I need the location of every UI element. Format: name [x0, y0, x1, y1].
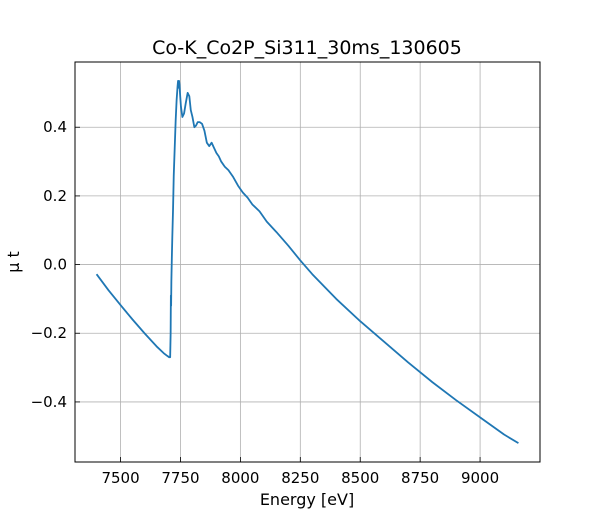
- x-axis-label: Energy [eV]: [260, 490, 354, 509]
- y-tick-label: 0.4: [43, 118, 67, 136]
- grid: [75, 62, 540, 462]
- y-tick-label: 0.2: [43, 187, 67, 205]
- series-line: [95, 79, 519, 444]
- y-tick-label: −0.4: [31, 393, 67, 411]
- x-tick-label: 8750: [401, 469, 439, 487]
- plot-frame: [74, 61, 541, 463]
- x-tick-label: 7750: [161, 469, 199, 487]
- x-tick-label: 8500: [341, 469, 379, 487]
- y-axis: −0.4 −0.2 0.0 0.2 0.4: [31, 118, 80, 411]
- y-tick-label: −0.2: [31, 324, 67, 342]
- series-layer: [95, 79, 519, 444]
- x-tick-label: 9000: [461, 469, 499, 487]
- x-tick-label: 7500: [101, 469, 139, 487]
- y-axis-label: μ t: [4, 251, 23, 273]
- chart-title: Co-K_Co2P_Si311_30ms_130605: [152, 37, 462, 59]
- y-tick-label: 0.0: [43, 256, 67, 274]
- x-tick-label: 8000: [221, 469, 259, 487]
- x-axis: 7500 7750 8000 8250 8500 8750 9000: [101, 457, 499, 487]
- x-tick-label: 8250: [281, 469, 319, 487]
